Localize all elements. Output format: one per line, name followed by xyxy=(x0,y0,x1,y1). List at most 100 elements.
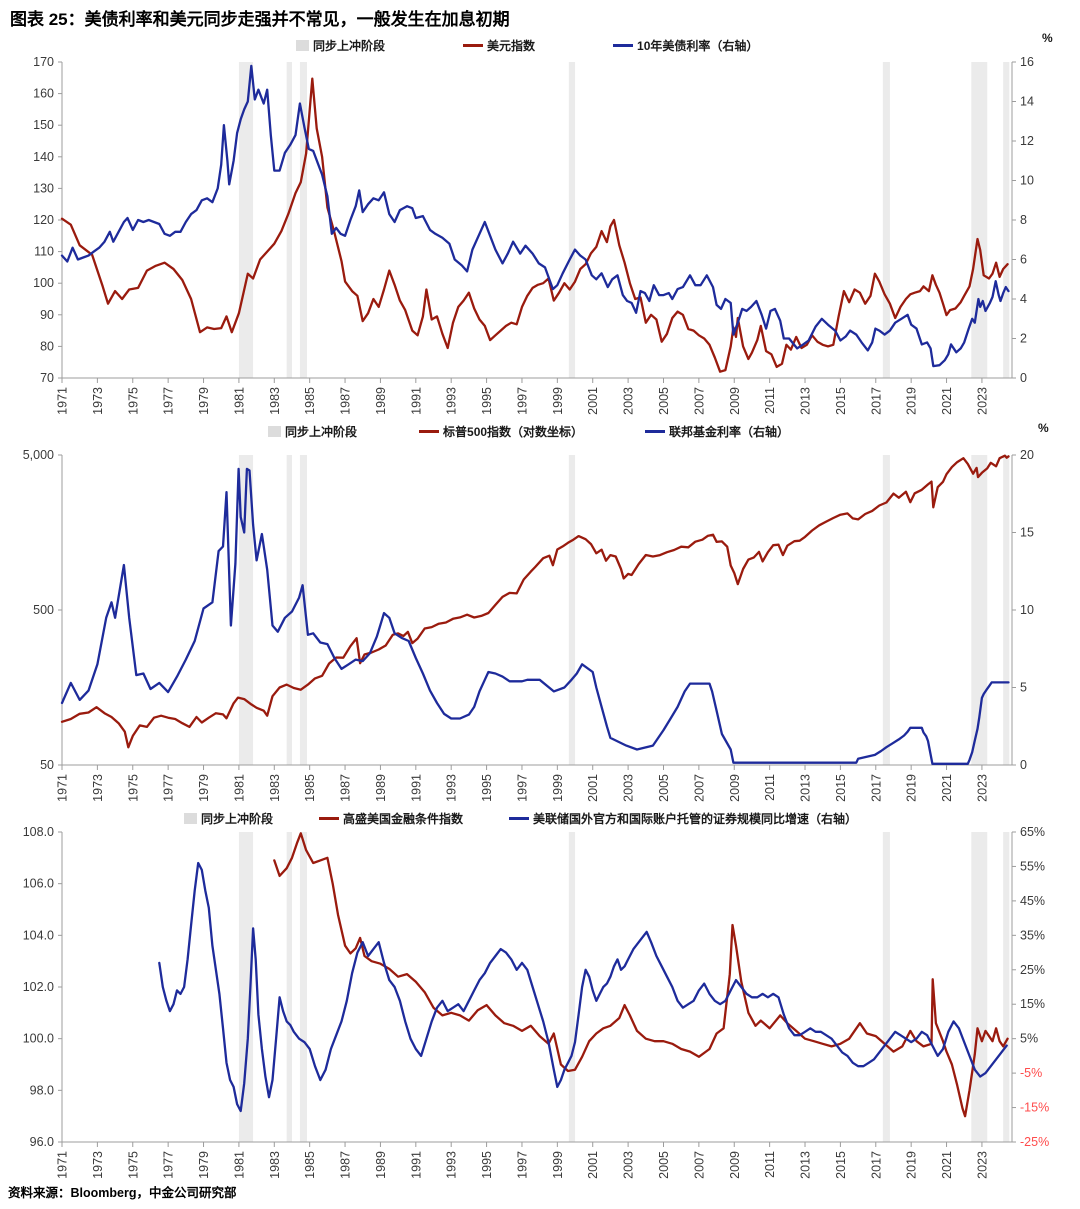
x-tick-label: 2007 xyxy=(692,387,706,415)
red-line-swatch-icon xyxy=(463,44,484,47)
right-tick-label: 25% xyxy=(1020,963,1045,977)
x-tick-label: 1987 xyxy=(339,387,353,415)
band-swatch-icon xyxy=(296,40,309,51)
x-tick-label: 1971 xyxy=(56,387,70,415)
left-tick-label: 70 xyxy=(40,371,54,385)
x-tick-label: 2007 xyxy=(692,774,706,802)
band-swatch-icon xyxy=(268,426,281,437)
highlight-band xyxy=(971,62,988,378)
left-tick-label: 140 xyxy=(33,150,54,164)
right-tick-label: 16 xyxy=(1020,55,1034,69)
x-tick-label: 1975 xyxy=(126,1151,140,1179)
x-tick-label: 1997 xyxy=(515,387,529,415)
x-tick-label: 1997 xyxy=(515,774,529,802)
x-tick-label: 1985 xyxy=(303,774,317,802)
chart1-right-axis-unit: % xyxy=(1042,31,1053,45)
right-tick-label: 4 xyxy=(1020,292,1027,306)
x-tick-label: 2009 xyxy=(728,387,742,415)
right-tick-label: 20 xyxy=(1020,448,1034,462)
right-tick-label: 2 xyxy=(1020,332,1027,346)
left-tick-label: 102.0 xyxy=(23,980,54,994)
x-tick-label: 1975 xyxy=(126,774,140,802)
right-tick-label: 10 xyxy=(1020,603,1034,617)
legend-item: 美元指数 xyxy=(463,37,535,54)
legend-item: 同步上冲阶段 xyxy=(184,810,273,827)
x-tick-label: 2015 xyxy=(834,387,848,415)
x-tick-label: 1977 xyxy=(162,1151,176,1179)
x-tick-label: 1977 xyxy=(162,774,176,802)
left-tick-label: 108.0 xyxy=(23,825,54,839)
left-tick-label: 160 xyxy=(33,87,54,101)
legend-item: 10年美债利率（右轴） xyxy=(613,37,758,54)
left-tick-label: 130 xyxy=(33,181,54,195)
x-tick-label: 2021 xyxy=(940,1151,954,1179)
right-tick-label: 14 xyxy=(1020,95,1034,109)
right-tick-label: 10 xyxy=(1020,174,1034,188)
x-tick-label: 1995 xyxy=(480,774,494,802)
highlight-band xyxy=(286,62,292,378)
red-line-swatch-icon xyxy=(419,430,440,433)
right-tick-label: 5 xyxy=(1020,681,1027,695)
x-tick-label: 2009 xyxy=(728,774,742,802)
x-tick-label: 1983 xyxy=(268,774,282,802)
highlight-band xyxy=(568,455,576,765)
x-tick-label: 2011 xyxy=(763,1151,777,1178)
x-tick-label: 1989 xyxy=(374,1151,388,1179)
x-tick-label: 1991 xyxy=(409,1151,423,1179)
series-line-right xyxy=(60,64,1010,368)
x-tick-label: 2003 xyxy=(622,774,636,802)
figure-title: 图表 25：美债利率和美元同步走强并不常见，一般发生在加息初期 xyxy=(10,10,510,29)
legend-item: 联邦基金利率（右轴） xyxy=(645,423,789,440)
x-tick-label: 2015 xyxy=(834,1151,848,1179)
blue-line-swatch-icon xyxy=(613,44,634,47)
series-line-left xyxy=(60,77,1009,373)
right-tick-label: -25% xyxy=(1020,1135,1049,1149)
left-tick-label: 104.0 xyxy=(23,928,54,942)
right-tick-label: 0 xyxy=(1020,371,1027,385)
highlight-band xyxy=(882,455,890,765)
right-tick-label: 12 xyxy=(1020,134,1034,148)
legend-item: 标普500指数（对数坐标） xyxy=(419,423,583,440)
right-tick-label: 55% xyxy=(1020,859,1045,873)
legend-item: 高盛美国金融条件指数 xyxy=(319,810,463,827)
x-tick-label: 1989 xyxy=(374,774,388,802)
x-tick-label: 1987 xyxy=(339,774,353,802)
x-tick-label: 1973 xyxy=(91,387,105,415)
legend-item: 同步上冲阶段 xyxy=(296,37,385,54)
highlight-band xyxy=(1003,62,1010,378)
highlight-band xyxy=(238,455,254,765)
x-tick-label: 1983 xyxy=(268,387,282,415)
x-tick-label: 1981 xyxy=(232,774,246,802)
legend-label: 美联储国外官方和国际账户托管的证券规模同比增速（右轴） xyxy=(533,812,858,826)
x-tick-label: 2023 xyxy=(975,774,989,802)
x-tick-label: 2001 xyxy=(586,387,600,415)
right-tick-label: 65% xyxy=(1020,825,1045,839)
x-tick-label: 1997 xyxy=(515,1151,529,1179)
x-tick-label: 2017 xyxy=(869,387,883,415)
x-tick-label: 1983 xyxy=(268,1151,282,1179)
x-tick-label: 2001 xyxy=(586,1151,600,1179)
x-tick-label: 2021 xyxy=(940,774,954,802)
highlight-band xyxy=(299,455,308,765)
x-tick-label: 2013 xyxy=(799,774,813,802)
chart-1: 170 160 150 140 130 120 110 100 90 80 70 16 14 12 10 8 6… xyxy=(33,55,1034,415)
left-tick-label: 96.0 xyxy=(30,1135,54,1149)
x-tick-label: 2005 xyxy=(657,1151,671,1179)
x-tick-label: 1993 xyxy=(445,774,459,802)
x-tick-label: 1995 xyxy=(480,387,494,415)
x-tick-label: 2019 xyxy=(905,1151,919,1179)
highlight-band xyxy=(1003,832,1010,1142)
right-tick-label: -5% xyxy=(1020,1066,1042,1080)
right-tick-label: -15% xyxy=(1020,1101,1049,1115)
blue-line-swatch-icon xyxy=(509,817,530,820)
legend-label: 标普500指数（对数坐标） xyxy=(443,425,584,439)
x-tick-label: 1979 xyxy=(197,774,211,802)
x-tick-label: 1993 xyxy=(445,1151,459,1179)
right-tick-label: 0 xyxy=(1020,758,1027,772)
x-tick-label: 2001 xyxy=(586,774,600,802)
chart2-legend: 同步上冲阶段 标普500指数（对数坐标） 联邦基金利率（右轴） xyxy=(268,423,789,440)
x-tick-label: 2011 xyxy=(763,774,777,801)
x-tick-label: 2019 xyxy=(905,774,919,802)
